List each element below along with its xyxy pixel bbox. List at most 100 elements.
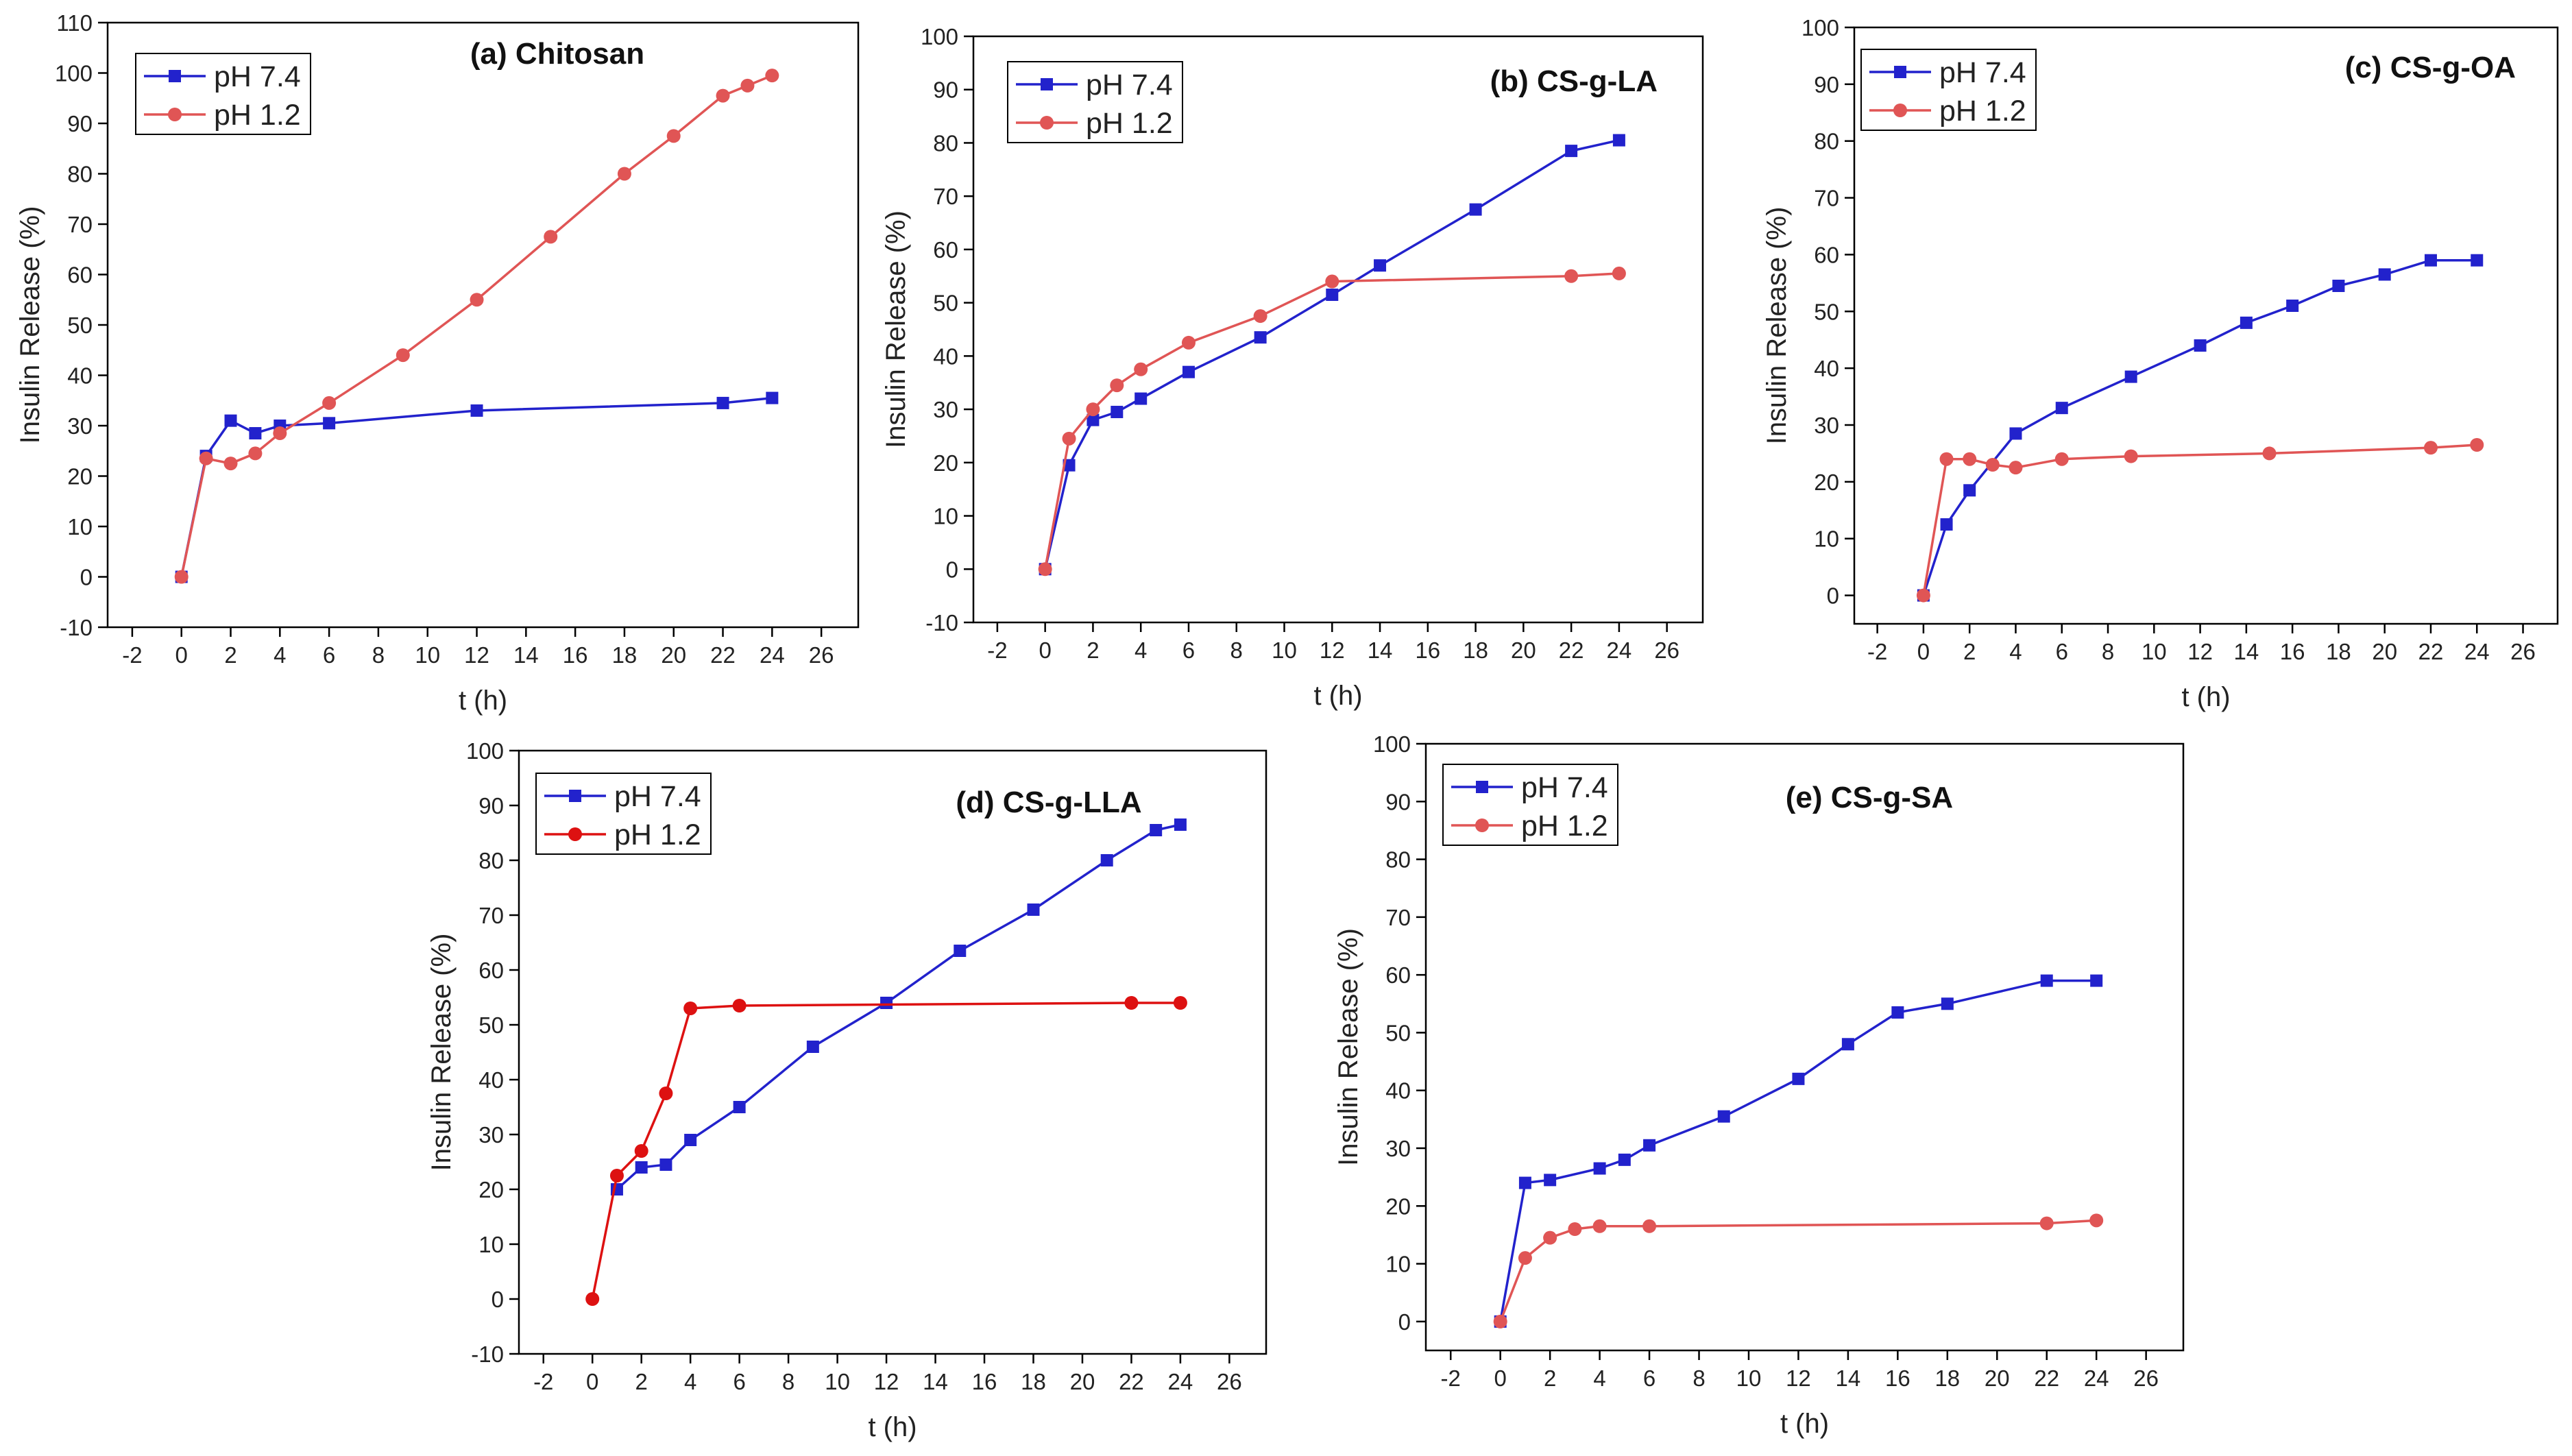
- x-tick-label: 14: [2234, 639, 2259, 664]
- y-tick-label: 60: [1385, 962, 1411, 988]
- legend-label: pH 7.4: [1521, 771, 1608, 804]
- data-point-ph12: [1173, 996, 1187, 1010]
- data-point-ph74: [2471, 254, 2484, 267]
- y-tick-label: 30: [933, 397, 958, 422]
- data-point-ph74: [2040, 974, 2053, 987]
- x-axis-title: t (h): [868, 1412, 917, 1442]
- data-point-ph74: [1618, 1153, 1631, 1166]
- data-point-ph12: [322, 396, 337, 410]
- plot-frame: [972, 35, 1704, 624]
- x-tick-label: 12: [874, 1369, 899, 1394]
- series-line-ph74: [1043, 138, 1620, 570]
- data-point-ph12: [2423, 441, 2438, 455]
- data-point-ph12: [396, 348, 410, 363]
- x-tick-label: 18: [1934, 1366, 1960, 1391]
- x-tick-label: 0: [1494, 1366, 1507, 1391]
- legend: pH 7.4 pH 1.2: [1860, 49, 2037, 131]
- plot-frame: [1424, 742, 2185, 1352]
- x-tick-label: 12: [464, 642, 489, 668]
- data-point-ph74: [635, 1161, 648, 1174]
- y-tick-label: 0: [1398, 1309, 1411, 1335]
- data-point-ph74: [1374, 259, 1387, 272]
- y-tick-label: 10: [933, 504, 958, 529]
- legend-marker-square: [569, 790, 581, 802]
- data-point-ph12: [1253, 309, 1267, 324]
- y-tick-label: 100: [55, 61, 93, 86]
- data-point-ph12: [2470, 438, 2484, 452]
- x-tick-label: 0: [586, 1369, 598, 1394]
- data-point-ph74: [1174, 818, 1187, 831]
- x-tick-label: -2: [1867, 639, 1887, 664]
- y-axis-title: Insulin Release (%): [15, 206, 45, 444]
- panel-title: (d) CS-g-LLA: [956, 786, 1141, 819]
- x-tick-label: 8: [782, 1369, 794, 1394]
- y-tick-label: 80: [478, 848, 504, 873]
- y-tick-label: 50: [478, 1012, 504, 1038]
- chart-panel-5: -2 0 2 4 6 8 10 12 14 16 18 20 22 24 26010203040506070…: [1333, 731, 2185, 1439]
- plot-frame: [518, 749, 1267, 1355]
- x-tick-label: 10: [415, 642, 440, 668]
- x-tick-label: 2: [1087, 638, 1099, 663]
- data-point-ph12: [2089, 1213, 2104, 1228]
- y-tick-label: 70: [933, 184, 958, 209]
- series-line-ph12: [180, 74, 773, 577]
- y-tick-label: 40: [1385, 1078, 1411, 1104]
- data-point-ph74: [2286, 300, 2299, 312]
- y-tick-label: 10: [1385, 1252, 1411, 1277]
- x-tick-label: 18: [1021, 1369, 1046, 1394]
- x-tick-label: 10: [825, 1369, 850, 1394]
- y-tick-label: 30: [67, 413, 93, 439]
- x-tick-label: 16: [972, 1369, 997, 1394]
- data-point-ph74: [1087, 413, 1100, 426]
- x-tick-label: 4: [1135, 638, 1147, 663]
- x-tick-label: 10: [1272, 638, 1297, 663]
- x-tick-label: 24: [2084, 1366, 2109, 1391]
- x-tick-label: 8: [1230, 638, 1243, 663]
- series-line-ph12: [1043, 272, 1619, 570]
- data-point-ph12: [1493, 1314, 1507, 1328]
- series-line-ph74: [1499, 979, 2097, 1322]
- y-tick-label: 100: [921, 24, 958, 49]
- data-point-ph74: [2055, 402, 2068, 415]
- data-point-ph74: [716, 396, 729, 409]
- data-point-ph74: [1254, 331, 1267, 344]
- x-tick-label: 20: [1985, 1366, 2010, 1391]
- series-line-ph74: [1922, 258, 2477, 596]
- data-point-ph12: [634, 1144, 648, 1158]
- x-tick-label: -2: [533, 1369, 553, 1394]
- data-point-ph74: [1792, 1072, 1805, 1085]
- y-tick-label: 60: [67, 263, 93, 288]
- data-point-ph12: [2039, 1216, 2054, 1230]
- chart-panel-4: -2 0 2 4 6 8 10 12 14 16 18 20 22 24 26-10010203040506…: [426, 738, 1267, 1442]
- legend-marker-square: [169, 70, 181, 82]
- legend-marker-circle: [568, 827, 582, 841]
- y-tick-label: 0: [492, 1287, 504, 1312]
- data-point-ph12: [1592, 1219, 1607, 1233]
- x-tick-label: 8: [1693, 1366, 1705, 1391]
- plot-frame: [1853, 26, 2559, 625]
- data-point-ph12: [248, 446, 263, 461]
- chart-panel-1: -2 0 2 4 6 8 10 12 14 16 18 20 22 24 26-10010203040506…: [15, 10, 860, 716]
- y-tick-label: 80: [933, 130, 958, 156]
- legend-label: pH 1.2: [1521, 810, 1608, 842]
- data-point-ph74: [2424, 254, 2437, 267]
- x-tick-label: 22: [1119, 1369, 1144, 1394]
- y-tick-label: 50: [1385, 1020, 1411, 1045]
- y-axis-title: Insulin Release (%): [426, 934, 457, 1172]
- data-point-ph12: [1543, 1230, 1557, 1245]
- data-point-ph74: [2240, 316, 2253, 329]
- x-tick-label: 26: [1217, 1369, 1242, 1394]
- panel-title: (c) CS-g-OA: [2345, 51, 2516, 84]
- x-tick-label: 2: [1544, 1366, 1556, 1391]
- data-point-ph74: [323, 417, 336, 430]
- panel-title: (e) CS-g-SA: [1786, 781, 1953, 814]
- y-tick-label: 100: [466, 738, 504, 764]
- y-tick-label: 90: [1385, 789, 1411, 814]
- data-point-ph74: [470, 404, 483, 417]
- data-point-ph74: [1469, 203, 1482, 216]
- data-point-ph74: [954, 945, 967, 957]
- y-tick-label: 60: [1814, 242, 1839, 267]
- data-point-ph12: [199, 451, 213, 465]
- x-tick-label: 14: [1836, 1366, 1861, 1391]
